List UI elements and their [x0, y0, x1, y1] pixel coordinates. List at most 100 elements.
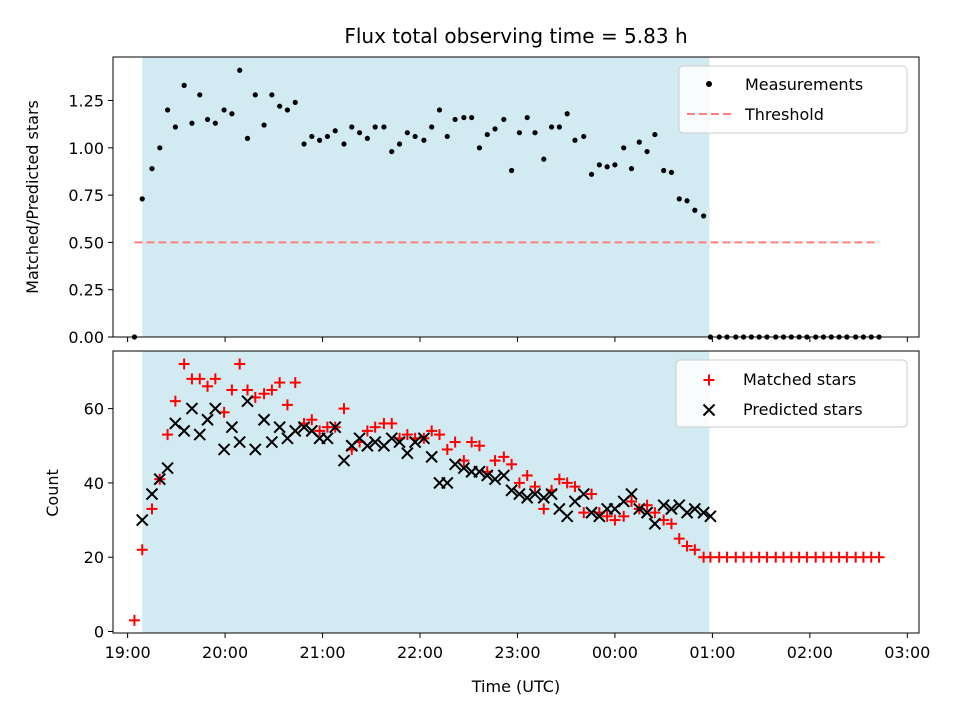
predicted-star-point: [273, 420, 286, 434]
predicted-star-point-b: [633, 502, 646, 516]
predicted-star-point-b: [393, 435, 406, 449]
measurement-point: [229, 111, 235, 117]
matched-star-point: [473, 440, 485, 452]
measurement-point: [181, 82, 187, 88]
predicted-star-point: [225, 420, 239, 434]
legend-matched-marker: [703, 374, 715, 386]
predicted-star-point-b: [305, 424, 319, 438]
measurement-point: [516, 130, 523, 136]
predicted-star-point-b: [233, 435, 246, 449]
predicted-star-point-b: [297, 420, 311, 434]
matched-star-point: [128, 614, 140, 626]
predicted-star-point: [249, 443, 262, 456]
x-tick-label: 01:00: [689, 643, 735, 662]
measurement-point: [396, 141, 403, 147]
measurement-point: [421, 137, 427, 143]
measurement-point: [509, 167, 515, 174]
chart-title: Flux total observing time = 5.83 h: [344, 24, 687, 48]
measurement-point: [461, 114, 467, 121]
matched-star-point: [513, 477, 525, 489]
predicted-star-point-b: [249, 443, 262, 456]
predicted-star-point-b: [385, 432, 398, 445]
predicted-star-point: [633, 502, 646, 516]
matched-star-point: [649, 507, 661, 519]
measurement-point: [588, 171, 595, 177]
predicted-star-point-b: [185, 402, 199, 415]
measurement-point: [237, 67, 243, 73]
measurement-point: [676, 196, 682, 202]
counts-panel: 19:00 20:00 21:00 22:00 23:00 00:00 01:00 02:00…: [43, 350, 930, 696]
predicted-star-point: [577, 487, 590, 501]
measurement-point: [604, 164, 610, 170]
predicted-star-point: [680, 506, 694, 519]
matched-star-point: [274, 377, 286, 389]
measurement-point: [277, 103, 283, 109]
matched-star-point: [586, 488, 598, 500]
predicted-star-point-b: [648, 517, 662, 530]
measurements-points: [131, 67, 882, 340]
bottom-axes-frame: [112, 350, 920, 634]
measurement-point: [324, 133, 331, 140]
predicted-star-point: [161, 461, 174, 475]
predicted-star-point: [473, 465, 486, 478]
predicted-star-point-b: [528, 487, 542, 501]
predicted-star-point: [688, 502, 702, 516]
measurement-point: [612, 162, 618, 168]
predicted-star-point: [408, 435, 422, 449]
matched-stars-points: [128, 358, 885, 626]
predicted-star-point-b: [425, 450, 438, 464]
measurement-point: [564, 111, 570, 117]
predicted-star-point-b: [481, 469, 494, 482]
predicted-star-point-b: [441, 476, 454, 490]
predicted-star-point-b: [513, 487, 526, 501]
predicted-star-point: [657, 498, 670, 512]
measurement-point: [701, 213, 707, 219]
matched-star-point: [162, 429, 174, 441]
top-y-tick-label: 0.00: [68, 328, 104, 347]
measurement-point: [452, 116, 458, 123]
matched-star-point: [209, 373, 221, 385]
matched-star-point: [609, 514, 621, 526]
matched-star-point: [281, 399, 293, 411]
predicted-star-point: [640, 506, 654, 519]
bottom-y-ticks: 0 20 40 60: [84, 400, 113, 642]
bottom-legend: Matched stars Predicted stars: [675, 359, 908, 428]
measurement-point: [476, 145, 483, 151]
matched-star-point: [426, 425, 438, 437]
predicted-star-point-b: [265, 435, 279, 449]
predicted-star-point-b: [401, 446, 414, 460]
predicted-star-point: [136, 513, 149, 527]
predicted-star-point-b: [368, 435, 382, 449]
measurement-point: [572, 137, 578, 143]
legend-plus: [703, 374, 715, 386]
top-axes-frame: [112, 56, 920, 338]
matched-star-point: [498, 451, 510, 463]
predicted-star-point-b: [521, 491, 534, 504]
predicted-star-point: [497, 469, 511, 482]
top-y-tick-label: 0.25: [68, 281, 104, 300]
predicted-star-point-b: [209, 402, 222, 415]
top-y-tick-label: 1.00: [68, 139, 104, 158]
measurement-point: [541, 156, 547, 162]
legend-matched-label: Matched stars: [743, 370, 856, 389]
measurement-point: [381, 124, 387, 130]
legend-measurements-marker: [706, 81, 712, 87]
predicted-star-point-b: [448, 458, 462, 471]
measurement-point: [164, 107, 171, 113]
predicted-star-point: [368, 435, 382, 449]
predicted-star-point-b: [553, 502, 566, 516]
matched-star-point: [578, 507, 590, 519]
predicted-star-point: [385, 432, 398, 445]
x-tick-label: 00:00: [592, 643, 638, 662]
matched-star-point: [136, 544, 148, 556]
measurement-point: [436, 107, 443, 113]
top-y-tick-label: 1.25: [68, 92, 104, 111]
matched-star-point: [178, 358, 190, 370]
predicted-star-point: [585, 506, 598, 519]
matched-star-point: [569, 481, 581, 493]
measurement-point: [668, 169, 675, 176]
measurement-point: [628, 166, 635, 172]
measurement-point: [139, 196, 145, 202]
measurement-point: [524, 114, 530, 121]
